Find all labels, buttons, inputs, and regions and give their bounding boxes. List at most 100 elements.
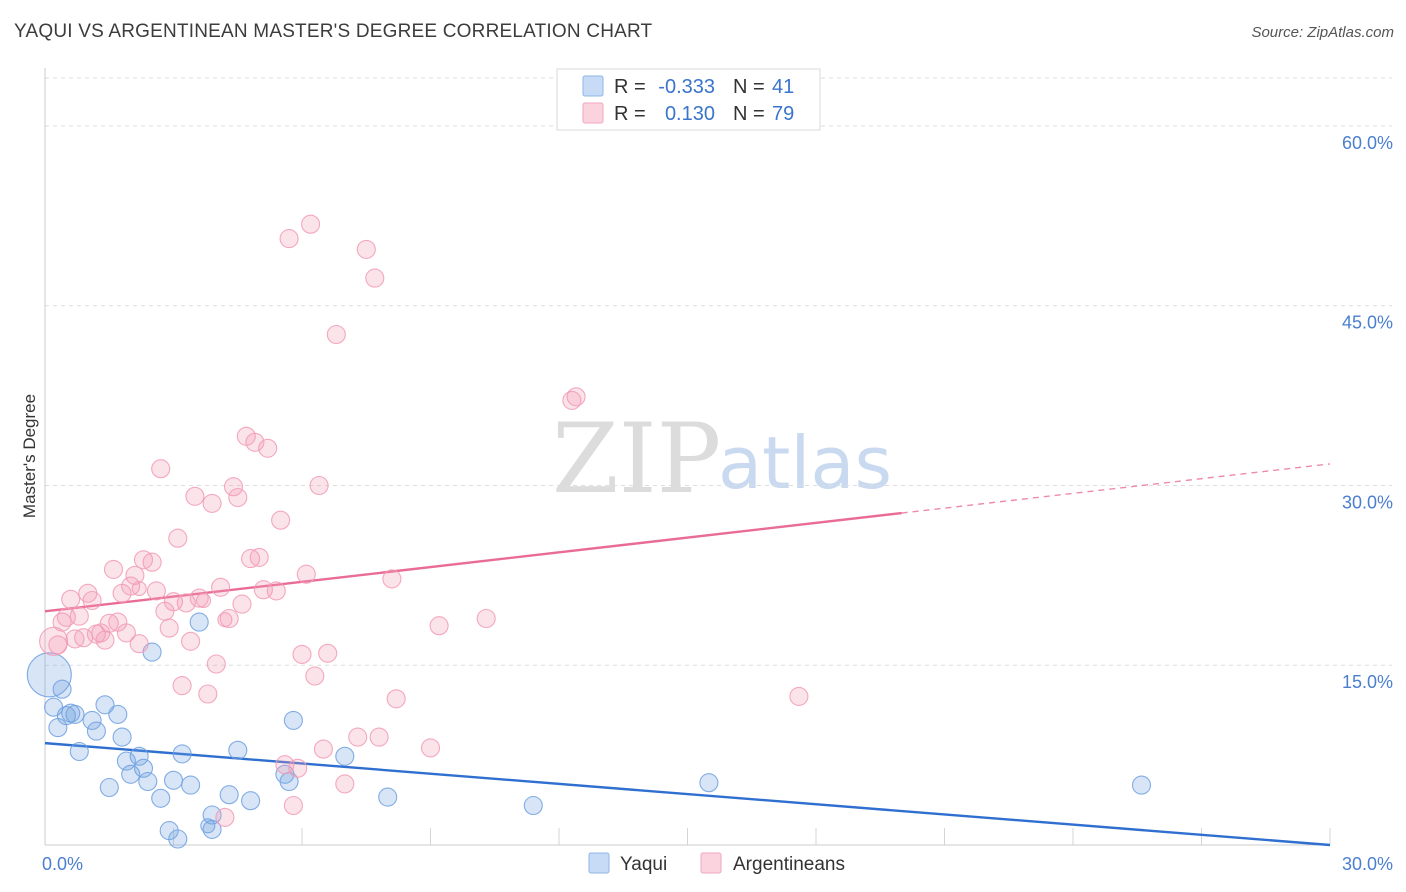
point-argentineans [146, 581, 166, 601]
point-argentineans [48, 635, 68, 655]
point-argentineans [228, 487, 248, 508]
point-yaqui [699, 773, 719, 793]
point-argentineans [305, 666, 325, 686]
point-argentineans [61, 589, 81, 609]
point-yaqui [138, 771, 158, 792]
point-argentineans [266, 581, 286, 601]
point-yaqui [228, 740, 248, 760]
point-yaqui [219, 785, 239, 805]
y-tick-label: 45.0% [1342, 313, 1393, 333]
point-argentineans [382, 569, 402, 589]
point-yaqui [283, 710, 303, 730]
point-argentineans [245, 432, 265, 452]
point-yaqui [129, 746, 149, 766]
trend-line-yaqui [44, 741, 1331, 847]
point-argentineans [476, 608, 496, 629]
trend-line-argentineans [44, 511, 902, 613]
point-argentineans [131, 580, 147, 597]
point-argentineans [69, 606, 89, 626]
point-argentineans [318, 643, 338, 663]
point-argentineans [151, 459, 171, 479]
point-argentineans [121, 576, 141, 596]
point-yaqui [523, 795, 543, 816]
point-argentineans [95, 630, 115, 650]
point-argentineans [82, 590, 102, 611]
point-argentineans [39, 626, 69, 656]
point-argentineans [271, 510, 291, 530]
point-yaqui [99, 777, 119, 798]
point-argentineans [181, 631, 201, 651]
legend-r-label-yaqui: R = [614, 76, 646, 98]
point-yaqui [95, 695, 115, 715]
point-argentineans [279, 229, 299, 249]
point-argentineans [249, 547, 269, 567]
bottom-legend-swatch-argentineans [700, 852, 722, 874]
point-argentineans [176, 593, 196, 613]
point-yaqui [26, 652, 72, 698]
point-argentineans [365, 268, 385, 288]
point-argentineans [369, 727, 389, 747]
point-yaqui [82, 710, 102, 730]
point-yaqui [151, 788, 171, 808]
point-argentineans [129, 634, 149, 654]
point-argentineans [103, 559, 124, 579]
point-argentineans [232, 594, 252, 614]
point-yaqui [181, 775, 201, 795]
y-tick-label: 15.0% [1342, 672, 1393, 692]
point-argentineans [185, 486, 205, 506]
x-tick-label: 0.0% [42, 854, 83, 874]
legend-r-label-argentineans: R = [614, 103, 646, 125]
legend-r-value-yaqui: -0.333 [658, 76, 715, 98]
trend-lines [44, 463, 1331, 847]
point-argentineans [172, 676, 192, 696]
series-argentineans [39, 214, 809, 827]
x-tick-label: 30.0% [1342, 854, 1393, 874]
point-argentineans [386, 689, 406, 709]
point-yaqui [1131, 775, 1152, 795]
bottom-legend-label-argentineans: Argentineans [733, 854, 845, 875]
point-argentineans [215, 807, 235, 827]
point-argentineans [420, 738, 441, 758]
point-argentineans [566, 387, 586, 407]
point-argentineans [326, 324, 346, 345]
point-argentineans [283, 795, 303, 816]
legend-swatch-argentineans [582, 102, 604, 124]
point-yaqui [121, 764, 141, 784]
point-argentineans [217, 612, 233, 628]
point-argentineans [292, 644, 312, 664]
series-legend: Yaqui Argentineans [588, 852, 845, 875]
point-yaqui [52, 679, 72, 699]
y-tick-label: 30.0% [1342, 492, 1393, 512]
point-yaqui [241, 791, 261, 811]
point-argentineans [116, 623, 136, 643]
tick-labels: 15.0% 30.0% 45.0% 60.0% 0.0% 30.0% [42, 133, 1393, 874]
legend-swatch-yaqui [582, 75, 604, 97]
watermark-atlas: atlas [718, 421, 892, 505]
point-argentineans [195, 592, 212, 609]
point-yaqui [172, 744, 192, 764]
point-argentineans [198, 684, 218, 704]
y-tick-label: 60.0% [1342, 133, 1393, 153]
legend-n-value-yaqui: 41 [772, 76, 794, 98]
y-axis-label: Master's Degree [20, 394, 39, 518]
point-argentineans [125, 565, 145, 585]
bottom-legend-label-yaqui: Yaqui [620, 854, 667, 875]
point-argentineans [313, 739, 333, 759]
watermark-zip: ZIP [552, 403, 721, 515]
point-yaqui [108, 704, 128, 724]
point-yaqui [378, 787, 398, 807]
point-argentineans [168, 528, 188, 548]
point-argentineans [202, 493, 222, 513]
point-argentineans [142, 552, 162, 572]
point-argentineans [206, 654, 226, 674]
point-argentineans [219, 608, 239, 629]
point-argentineans [429, 616, 449, 636]
point-yaqui [163, 770, 184, 790]
point-yaqui [189, 612, 209, 632]
point-yaqui [86, 721, 106, 741]
point-argentineans [348, 727, 368, 747]
trend-line-extension-argentineans [901, 463, 1331, 514]
source-label: Source: ZipAtlas.com [1251, 24, 1394, 41]
point-yaqui [112, 727, 132, 747]
